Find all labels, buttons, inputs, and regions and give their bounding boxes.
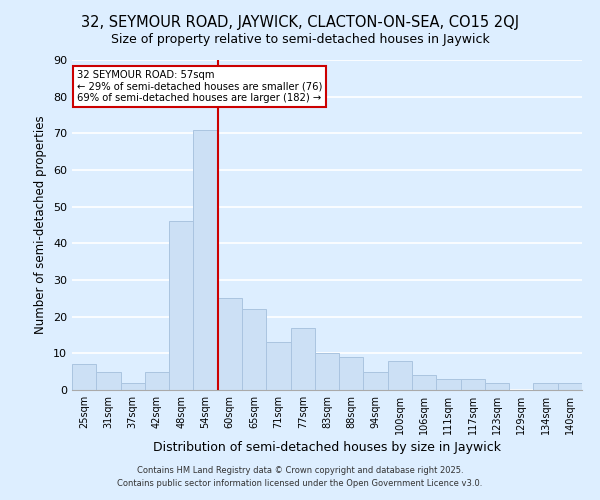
- Bar: [461, 379, 485, 390]
- Text: Contains HM Land Registry data © Crown copyright and database right 2025.
Contai: Contains HM Land Registry data © Crown c…: [118, 466, 482, 487]
- Text: Size of property relative to semi-detached houses in Jaywick: Size of property relative to semi-detach…: [110, 32, 490, 46]
- Text: 32, SEYMOUR ROAD, JAYWICK, CLACTON-ON-SEA, CO15 2QJ: 32, SEYMOUR ROAD, JAYWICK, CLACTON-ON-SE…: [81, 15, 519, 30]
- Bar: [96, 372, 121, 390]
- Bar: [145, 372, 169, 390]
- Bar: [339, 357, 364, 390]
- Bar: [121, 382, 145, 390]
- Bar: [436, 379, 461, 390]
- X-axis label: Distribution of semi-detached houses by size in Jaywick: Distribution of semi-detached houses by …: [153, 441, 501, 454]
- Bar: [193, 130, 218, 390]
- Bar: [218, 298, 242, 390]
- Bar: [388, 360, 412, 390]
- Bar: [364, 372, 388, 390]
- Bar: [315, 354, 339, 390]
- Bar: [266, 342, 290, 390]
- Bar: [485, 382, 509, 390]
- Text: 32 SEYMOUR ROAD: 57sqm
← 29% of semi-detached houses are smaller (76)
69% of sem: 32 SEYMOUR ROAD: 57sqm ← 29% of semi-det…: [77, 70, 322, 103]
- Bar: [558, 382, 582, 390]
- Bar: [290, 328, 315, 390]
- Bar: [412, 376, 436, 390]
- Bar: [72, 364, 96, 390]
- Bar: [242, 310, 266, 390]
- Bar: [533, 382, 558, 390]
- Y-axis label: Number of semi-detached properties: Number of semi-detached properties: [34, 116, 47, 334]
- Bar: [169, 222, 193, 390]
